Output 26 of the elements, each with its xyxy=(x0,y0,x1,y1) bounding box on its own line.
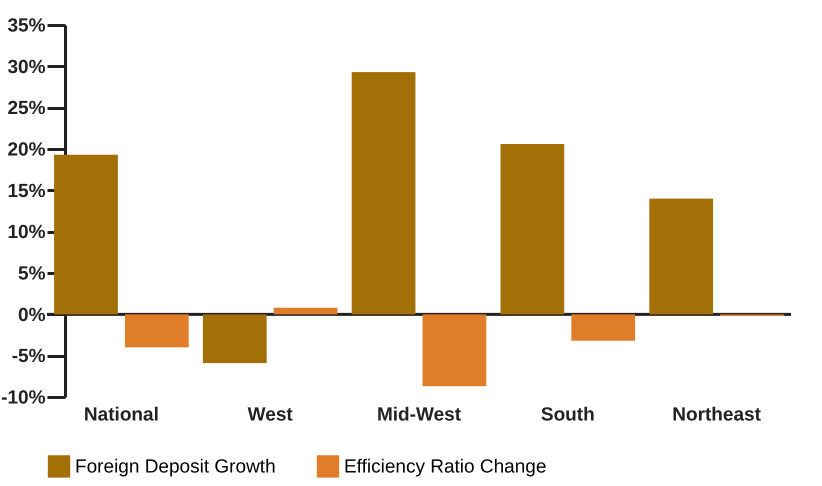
x-tick-label: West xyxy=(248,404,294,426)
y-tick-label: 0% xyxy=(18,304,46,326)
bar xyxy=(422,314,486,386)
y-tick-label: 15% xyxy=(7,180,46,202)
bar xyxy=(500,144,564,314)
legend-label: Efficiency Ratio Change xyxy=(344,456,546,478)
x-tick-label: National xyxy=(84,404,159,426)
x-tick-label: South xyxy=(540,404,595,426)
bar xyxy=(649,198,714,314)
y-tick-label: 25% xyxy=(7,98,46,120)
bar xyxy=(202,314,267,364)
x-tick-label: Mid-West xyxy=(376,404,462,426)
y-tick-label: 5% xyxy=(18,264,46,284)
legend-label: Foreign Deposit Growth xyxy=(75,456,276,478)
x-tick-label: Northeast xyxy=(672,404,762,426)
bar xyxy=(54,154,118,314)
y-tick-label: 30% xyxy=(7,56,46,78)
y-tick-label: 10% xyxy=(7,222,46,244)
bar xyxy=(571,314,636,341)
bar xyxy=(274,308,338,314)
bar xyxy=(124,314,189,348)
bar xyxy=(352,72,416,314)
y-tick-label: 20% xyxy=(7,140,46,160)
y-tick-label: 35% xyxy=(7,16,46,36)
y-tick-label: -10% xyxy=(1,388,46,408)
y-tick-label: -5% xyxy=(12,346,46,368)
